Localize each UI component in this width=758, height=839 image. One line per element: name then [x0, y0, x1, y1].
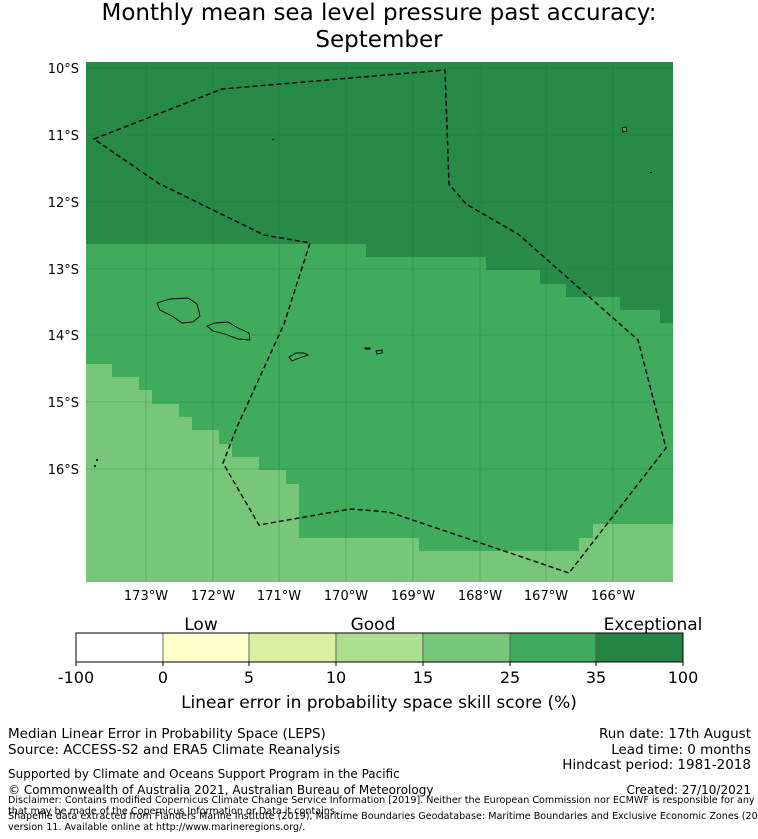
footer-method: Median Linear Error in Probability Space… — [8, 726, 326, 742]
lat-label-14s: 14°S — [48, 329, 79, 344]
chart-title: Monthly mean sea level pressure past acc… — [0, 0, 758, 54]
lon-label-173w: 173°W — [124, 589, 168, 604]
islands — [156, 126, 628, 362]
lon-labels: 173°W 172°W 171°W 170°W 169°W 168°W 167°… — [124, 589, 635, 604]
cb-swatch-3 — [335, 632, 424, 663]
cb-swatch-2 — [248, 632, 337, 663]
lat-label-12s: 12°S — [48, 196, 79, 211]
lon-label-166w: 166°W — [591, 589, 635, 604]
shapefile-line-1: Shapefile data extracted from Flanders M… — [8, 811, 758, 822]
island-ofu — [364, 347, 371, 350]
colorbar-categories: Low Good Exceptional — [184, 615, 702, 635]
lon-label-171w: 171°W — [257, 589, 301, 604]
disclaimer-line-1: Disclaimer: Contains modified Copernicus… — [8, 795, 758, 806]
cb-category-exceptional: Exceptional — [604, 615, 703, 635]
lat-label-16s: 16°S — [48, 463, 79, 478]
title-line-1: Monthly mean sea level pressure past acc… — [101, 0, 657, 26]
gridlines — [86, 62, 673, 582]
footer-copyright: © Commonwealth of Australia 2021, Austra… — [8, 783, 434, 797]
cb-tick-5: 25 — [500, 668, 520, 687]
lat-label-10s: 10°S — [48, 62, 79, 77]
island-manua — [375, 349, 383, 355]
disclaimer-line-2: that may be made of the Copernicus Infor… — [8, 805, 338, 817]
island-savaii — [156, 297, 201, 324]
map-figure: 10°S 11°S 12°S 13°S 14°S 15°S 16°S 173°W… — [48, 62, 702, 687]
colorbar — [75, 632, 684, 663]
lon-label-169w: 169°W — [391, 589, 435, 604]
cb-swatch-4 — [422, 632, 511, 663]
footer-shapefile: Shapefile data extracted from Flanders M… — [8, 811, 758, 833]
lon-label-168w: 168°W — [458, 589, 502, 604]
cb-tick-3: 10 — [326, 668, 346, 687]
island-tutuila — [288, 352, 310, 362]
lat-label-15s: 15°S — [48, 396, 79, 411]
cb-tick-4: 15 — [413, 668, 433, 687]
island-upolu — [206, 321, 251, 341]
cb-swatch-6 — [595, 632, 684, 663]
footer-lead-time: Lead time: 0 months — [611, 742, 751, 758]
footer-source: Source: ACCESS-S2 and ERA5 Climate Reana… — [8, 742, 341, 758]
lat-label-13s: 13°S — [48, 263, 79, 278]
cb-tick-0: -100 — [58, 668, 94, 687]
colorbar-ticks: -100 0 5 10 15 25 35 100 — [58, 662, 698, 687]
title-line-2: September — [315, 27, 443, 53]
cb-category-low: Low — [184, 615, 218, 635]
cb-category-good: Good — [351, 615, 396, 635]
lat-labels: 10°S 11°S 12°S 13°S 14°S 15°S 16°S — [48, 62, 79, 478]
small-islets — [94, 139, 652, 467]
lon-label-170w: 170°W — [324, 589, 368, 604]
lat-label-11s: 11°S — [48, 129, 79, 144]
cb-tick-2: 5 — [244, 668, 254, 687]
footer-run-date: Run date: 17th August — [598, 726, 751, 742]
cb-tick-1: 0 — [158, 668, 168, 687]
cb-swatch-1 — [162, 632, 250, 663]
shapefile-line-2: version 11. Available online at http://w… — [8, 821, 306, 833]
lon-label-167w: 167°W — [524, 589, 568, 604]
cb-tick-7: 100 — [668, 668, 699, 687]
footer-supported: Supported by Climate and Oceans Support … — [8, 767, 400, 781]
footer-hindcast: Hindcast period: 1981-2018 — [562, 757, 751, 773]
footer-disclaimer: Disclaimer: Contains modified Copernicus… — [8, 795, 758, 817]
island-atafu — [621, 126, 628, 133]
region-good-mid — [86, 364, 673, 582]
cb-tick-6: 35 — [586, 668, 606, 687]
eez-boundary — [92, 69, 667, 574]
lon-label-172w: 172°W — [191, 589, 235, 604]
colorbar-axis-label: Linear error in probability space skill … — [181, 693, 577, 713]
cb-swatch-0 — [75, 632, 164, 663]
footer-created: Created: 27/10/2021 — [626, 783, 751, 797]
cb-swatch-5 — [509, 632, 597, 663]
map-panel — [86, 62, 673, 582]
